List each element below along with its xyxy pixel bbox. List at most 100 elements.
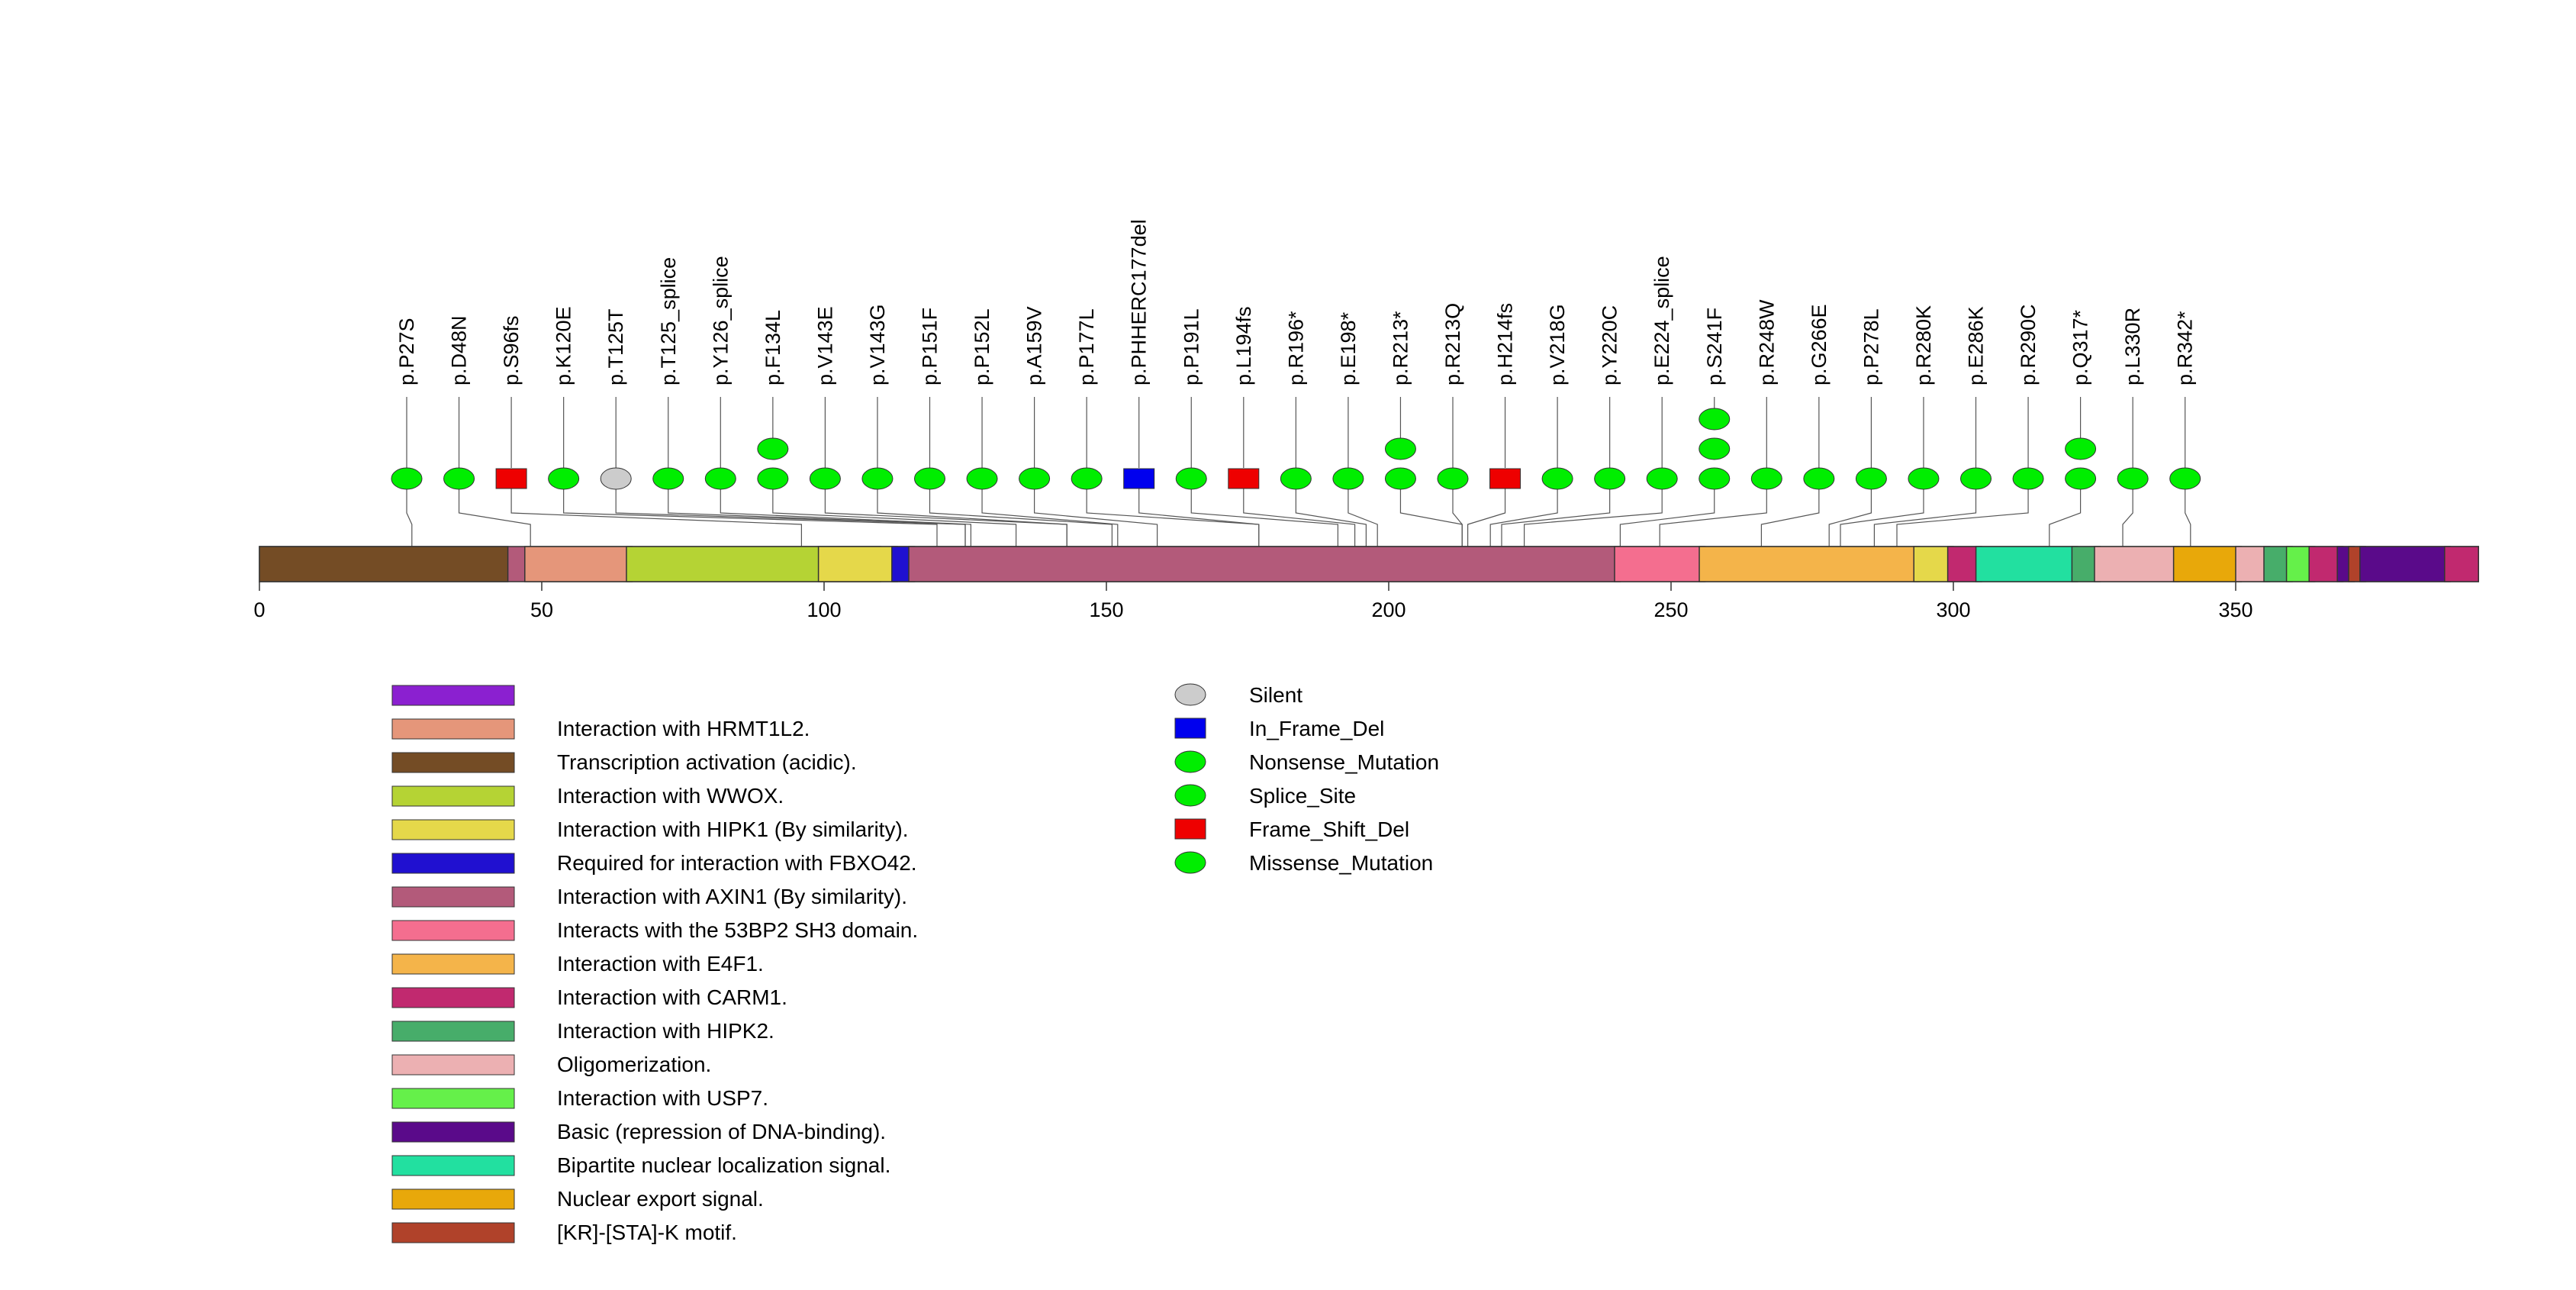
legend-label: Interaction with USP7. [557, 1086, 768, 1110]
mutation-label: p.L194fs [1232, 306, 1255, 385]
legend-swatch [391, 1121, 515, 1143]
mutation-label: p.E198* [1337, 311, 1360, 385]
x-tick-label: 100 [807, 598, 841, 621]
mutation-label: p.V143G [866, 304, 889, 385]
domain-block [1913, 546, 1954, 582]
mutation-marker [1699, 467, 1731, 490]
legend-swatch [391, 1222, 515, 1243]
mutation-marker [1699, 408, 1731, 431]
mutation-label: p.Y126_splice [709, 256, 732, 385]
x-tick-label: 50 [530, 598, 553, 621]
mutation-label: p.E224_splice [1650, 256, 1673, 385]
legend-swatch [391, 785, 515, 807]
domain-block [908, 546, 1621, 582]
mutation-marker [1908, 467, 1940, 490]
domain-block [817, 546, 898, 582]
mutation-stem [563, 479, 938, 547]
mutation-marker [1541, 467, 1573, 490]
mutation-label: p.P151F [919, 308, 942, 385]
x-tick-label: 150 [1089, 598, 1123, 621]
mutation-label: p.V218G [1546, 304, 1569, 385]
legend-marker [1174, 683, 1206, 706]
mutation-marker [652, 467, 684, 490]
mutation-label: p.R213Q [1441, 303, 1464, 385]
mutation-stem [720, 479, 972, 547]
legend-swatch [391, 1155, 515, 1176]
mutation-label: p.R290C [2017, 304, 2040, 385]
mutation-marker [2169, 467, 2201, 490]
mutation-stem [1760, 479, 1820, 547]
mutation-label: p.R213* [1389, 311, 1412, 385]
legend-marker [1174, 718, 1206, 739]
mutation-marker [1699, 437, 1731, 460]
legend-swatch [391, 819, 515, 840]
mutation-marker [1750, 467, 1782, 490]
legend-swatch [391, 718, 515, 740]
mutation-marker [1646, 467, 1678, 490]
mutation-marker [861, 467, 894, 490]
mutation-label: p.T125_splice [657, 257, 680, 385]
legend-label: Oligomerization. [557, 1053, 711, 1076]
mutation-labels: p.P27S p.D48N p.S96fs p.K120E p.T125T p.T125_… [395, 219, 2197, 385]
mutation-label: p.S241F [1703, 308, 1726, 385]
x-tick-label: 200 [1371, 598, 1406, 621]
mutation-label: p.H214fs [1494, 303, 1517, 385]
mutation-marker [2117, 467, 2149, 490]
mutation-marker [1019, 467, 1051, 490]
legend-label: In_Frame_Del [1249, 717, 1384, 740]
legend-label: Frame_Shift_Del [1249, 818, 1409, 841]
x-tick-label: 350 [2218, 598, 2252, 621]
mutation-label: p.T125T [604, 308, 627, 385]
mutation-stem [1033, 479, 1158, 547]
x-tick-label: 250 [1653, 598, 1688, 621]
domain-block [1975, 546, 2079, 582]
mutation-label: p.R248W [1755, 299, 1778, 385]
legend-swatch [391, 685, 515, 706]
legend-label: Nuclear export signal. [557, 1187, 764, 1211]
mutation-stem [1828, 479, 1872, 547]
mutation-stem [1523, 479, 1663, 547]
legend-label: Silent [1249, 683, 1302, 707]
legend-label: Interaction with HIPK1 (By similarity). [557, 818, 909, 841]
legend-swatch [391, 853, 515, 874]
domain-block [1614, 546, 1706, 582]
mutation-marker [1489, 468, 1521, 489]
mutation-label: p.P27S [395, 318, 418, 385]
domain-block [259, 546, 509, 582]
legend-label: Interaction with HIPK2. [557, 1019, 774, 1043]
mutation-stem [406, 479, 413, 547]
mutation-stem [981, 479, 1119, 547]
mutation-marker [443, 467, 475, 490]
mutation-marker [2065, 467, 2097, 490]
mutation-label: p.D48N [448, 315, 471, 385]
legend-label: Interaction with E4F1. [557, 952, 764, 976]
mutation-stem [877, 479, 1067, 547]
x-tick-label: 300 [1936, 598, 1970, 621]
domain-block [2444, 546, 2479, 582]
legend-marker [1174, 784, 1206, 807]
legend-label: Interaction with AXIN1 (By similarity). [557, 885, 907, 908]
mutation-stem [1619, 479, 1715, 547]
mutation-stem [2122, 479, 2133, 547]
mutation-marker [2012, 467, 2044, 490]
mutation-label: p.R342* [2174, 311, 2197, 385]
mutation-label: p.V143E [813, 306, 836, 385]
mutation-stems [406, 397, 2191, 547]
mutation-stem [1467, 479, 1506, 547]
mutation-stem [772, 479, 1017, 547]
legend-label: [KR]-[STA]-K motif. [557, 1221, 737, 1244]
legend-marker [1174, 818, 1206, 840]
mutation-marker [1437, 467, 1469, 490]
mutation-stem [1452, 479, 1463, 547]
domain-block [2172, 546, 2243, 582]
mutation-marker [966, 467, 998, 490]
mutation-stem [1873, 479, 1977, 547]
protein-domain-track [259, 546, 2479, 582]
mutation-label: p.A159V [1023, 306, 1046, 385]
mutation-stem [2185, 479, 2191, 547]
legend-swatch [391, 1054, 515, 1076]
mutation-label: p.P191L [1180, 308, 1203, 385]
mutation-marker [1123, 468, 1155, 489]
mutation-stem [510, 479, 803, 547]
